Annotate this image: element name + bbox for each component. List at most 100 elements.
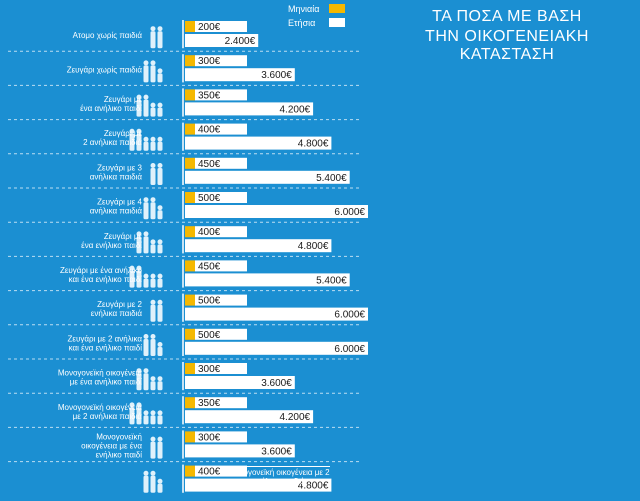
yearly-bar [185, 410, 314, 424]
legend-monthly-label: Μηνιαία [288, 4, 320, 14]
figure-body [136, 373, 142, 391]
monthly-label-box [195, 431, 247, 443]
figure-head [157, 163, 163, 168]
yearly-value-label: 3.600€ [261, 378, 292, 389]
monthly-value-label: 200€ [198, 22, 221, 33]
family-figure-icon [143, 197, 163, 220]
monthly-bar [185, 397, 195, 409]
monthly-value-label: 450€ [198, 261, 221, 272]
figure-head [143, 136, 149, 142]
yearly-bar [185, 68, 295, 82]
category-label: Ζευγάρι με 2 ανήλικα [68, 334, 143, 343]
figure-head [157, 299, 163, 305]
figure-body [157, 168, 163, 185]
figure-head [129, 128, 135, 134]
figure-head [143, 334, 149, 339]
figure-body [157, 73, 163, 83]
figure-head [129, 265, 135, 271]
category-label: ανήλικα παιδιά [90, 207, 143, 216]
figure-head [143, 197, 149, 203]
monthly-label-box [195, 55, 247, 67]
figure-head [143, 231, 149, 237]
figure-head [157, 102, 163, 108]
figure-head [143, 368, 149, 374]
family-figure-icon [136, 94, 163, 117]
category-label: Ζευγάρι με [104, 95, 143, 104]
figure-body [150, 244, 156, 254]
figure-body [150, 381, 156, 391]
monthly-label-box [195, 157, 247, 169]
yearly-bar [185, 444, 295, 458]
figure-head [136, 94, 142, 100]
monthly-bar [185, 226, 195, 238]
figure-head [157, 136, 163, 142]
figure-head [157, 376, 163, 382]
figure-head [157, 26, 163, 32]
figure-body [157, 415, 163, 425]
yearly-value-label: 3.600€ [261, 446, 292, 457]
figure-body [143, 202, 149, 220]
figure-body [150, 278, 156, 288]
figure-body [129, 407, 135, 425]
figure-head [136, 265, 142, 271]
figure-body [157, 381, 163, 391]
figure-head [150, 273, 156, 279]
yearly-value-label: 4.800€ [298, 481, 329, 492]
figure-body [157, 244, 163, 254]
figure-head [143, 273, 149, 279]
figure-head [150, 470, 156, 476]
figure-body [136, 133, 142, 151]
monthly-label-box [195, 328, 247, 340]
monthly-value-label: 400€ [198, 227, 221, 238]
yearly-bar [185, 34, 259, 47]
figure-body [150, 202, 156, 220]
category-label: Ζευγάρι χωρίς παιδιά [67, 65, 143, 74]
monthly-label-box [195, 363, 247, 374]
monthly-value-label: 350€ [198, 90, 221, 101]
figure-body [150, 107, 156, 117]
figure-body [143, 141, 149, 151]
yearly-bar [185, 170, 350, 184]
family-figure-icon [150, 163, 163, 185]
yearly-bar [185, 205, 368, 218]
figure-body [157, 107, 163, 117]
figure-head [150, 163, 156, 168]
monthly-label-box [195, 294, 247, 306]
yearly-value-label: 6.000€ [334, 207, 365, 218]
monthly-bar [185, 294, 195, 306]
family-figure-icon [136, 368, 163, 391]
category-label: ενήλικα παιδιά [91, 309, 143, 318]
figure-body [157, 31, 163, 49]
family-figure-icon [143, 334, 163, 356]
figure-head [150, 102, 156, 108]
figure-head [157, 239, 163, 245]
monthly-value-label: 300€ [198, 364, 221, 375]
category-label: Μονογονεϊκή [96, 433, 142, 442]
yearly-value-label: 3.600€ [261, 70, 292, 81]
figure-head [136, 368, 142, 374]
yearly-value-label: 2.400€ [225, 36, 256, 47]
figure-body [129, 270, 135, 288]
monthly-value-label: 500€ [198, 296, 221, 307]
figure-body [143, 99, 149, 117]
category-label: Ζευγάρι με 4 [97, 198, 142, 207]
figure-body [150, 304, 156, 322]
figure-head [157, 273, 163, 279]
monthly-label-box [195, 397, 247, 409]
figure-head [143, 60, 149, 66]
figure-body [157, 304, 163, 322]
yearly-bar [185, 102, 314, 116]
figure-head [157, 342, 163, 347]
category-label: και ένα ενήλικο παιδί [69, 343, 143, 352]
monthly-label-box [195, 21, 247, 32]
figure-body [150, 65, 156, 83]
figure-body [136, 99, 142, 117]
category-label: Ζευγάρι με ένα ανήλικο [60, 266, 143, 275]
family-figure-icon [129, 402, 163, 425]
yearly-value-label: 4.800€ [298, 241, 329, 252]
category-label: ένα ενήλικο παιδί [81, 241, 142, 250]
figure-body [150, 31, 156, 49]
monthly-bar [185, 123, 195, 135]
monthly-bar [185, 260, 195, 272]
